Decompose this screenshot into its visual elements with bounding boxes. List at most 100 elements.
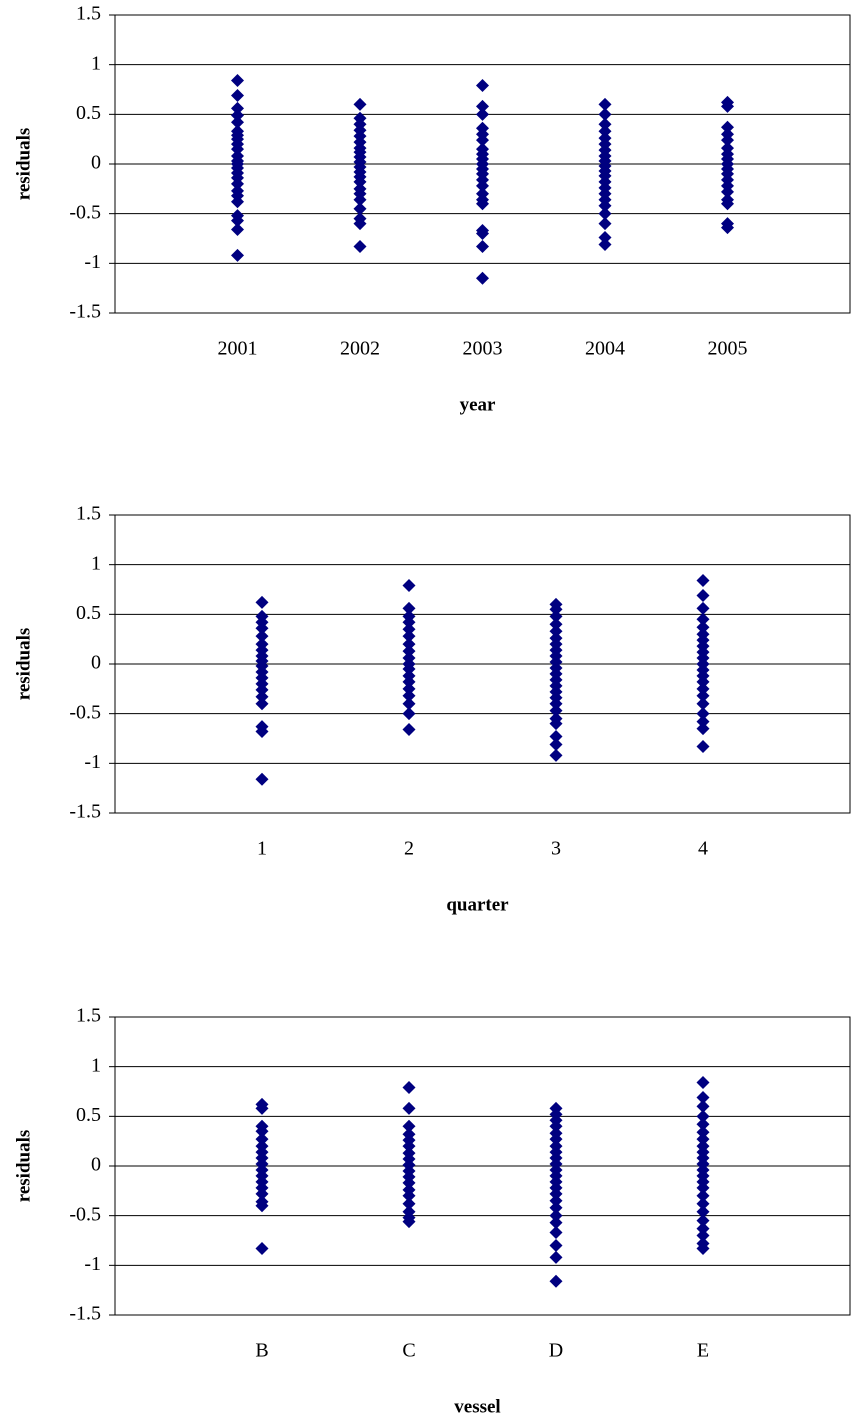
point (476, 239, 489, 253)
point (476, 133, 489, 147)
x-tick-label: E (697, 1340, 709, 1362)
point (696, 1241, 710, 1255)
point (549, 748, 563, 762)
point (402, 579, 416, 593)
point (476, 197, 489, 211)
point (696, 1099, 710, 1113)
point (255, 1101, 269, 1115)
point (598, 97, 612, 111)
point (696, 1109, 710, 1123)
point (255, 629, 269, 643)
point (476, 107, 489, 121)
point (255, 725, 269, 739)
y-tick-label: -1.5 (69, 301, 101, 323)
point (696, 620, 710, 634)
y-tick-label: 1.5 (76, 1005, 101, 1027)
point (231, 195, 244, 209)
point (598, 124, 612, 138)
point (549, 704, 563, 718)
y-tick-label: 0 (91, 652, 101, 674)
point (476, 271, 489, 285)
point (255, 1199, 269, 1213)
point (255, 683, 269, 697)
y-axis-title: residuals (13, 128, 34, 201)
y-axis-title: residuals (13, 628, 34, 701)
point (255, 690, 269, 704)
point (402, 1189, 416, 1203)
y-tick-label: 0 (91, 152, 101, 174)
point (598, 237, 612, 251)
point (696, 1090, 710, 1104)
point (231, 108, 244, 122)
point (696, 689, 710, 703)
point (476, 179, 489, 193)
y-tick-label: 0.5 (76, 102, 101, 124)
x-tick-label: 2003 (463, 338, 503, 360)
point (696, 675, 710, 689)
y-tick-label: 0 (91, 1154, 101, 1176)
x-tick-label: D (549, 1340, 563, 1362)
x-axis-title: quarter (446, 894, 509, 915)
point (231, 74, 244, 88)
point (549, 624, 563, 638)
x-tick-label: 2002 (340, 338, 380, 360)
point (598, 231, 612, 245)
point (549, 1238, 563, 1252)
point (255, 772, 269, 786)
point (402, 601, 416, 615)
point (598, 117, 612, 131)
point (353, 97, 367, 111)
point (476, 79, 489, 93)
point (696, 574, 710, 588)
x-tick-label: 2001 (218, 338, 258, 360)
point (549, 730, 563, 744)
point (402, 629, 416, 643)
point (255, 1124, 269, 1138)
x-tick-label: C (402, 1340, 415, 1362)
point (231, 177, 244, 191)
point (549, 697, 563, 711)
point (549, 617, 563, 631)
point (549, 1119, 563, 1133)
point (696, 722, 710, 736)
x-tick-label: 4 (698, 838, 708, 860)
point (696, 1132, 710, 1146)
point (696, 588, 710, 602)
point (696, 1222, 710, 1236)
point (549, 1201, 563, 1215)
point (721, 133, 734, 147)
point (696, 1229, 710, 1243)
y-tick-label: -0.5 (69, 201, 101, 223)
point (696, 707, 710, 721)
x-tick-label: 3 (551, 838, 561, 860)
y-tick-label: 1 (91, 52, 101, 74)
point (721, 185, 734, 199)
point (402, 697, 416, 711)
point (598, 199, 612, 213)
point (255, 621, 269, 635)
point (402, 1215, 416, 1229)
point (549, 1209, 563, 1223)
x-tick-label: 2005 (708, 338, 748, 360)
x-tick-label: 2004 (585, 338, 625, 360)
point (231, 88, 244, 102)
y-tick-label: -0.5 (69, 1203, 101, 1225)
point (353, 175, 367, 189)
y-tick-label: 0.5 (76, 1104, 101, 1126)
point (402, 689, 416, 703)
point (402, 615, 416, 629)
point (255, 595, 269, 609)
point (549, 1250, 563, 1264)
x-tick-label: B (255, 1340, 268, 1362)
point (696, 1214, 710, 1228)
point (402, 1101, 416, 1115)
point (231, 214, 244, 228)
point (696, 1125, 710, 1139)
point (549, 717, 563, 731)
point (598, 217, 612, 231)
point (476, 99, 489, 113)
x-tick-label: 2 (404, 838, 414, 860)
point (696, 1076, 710, 1090)
